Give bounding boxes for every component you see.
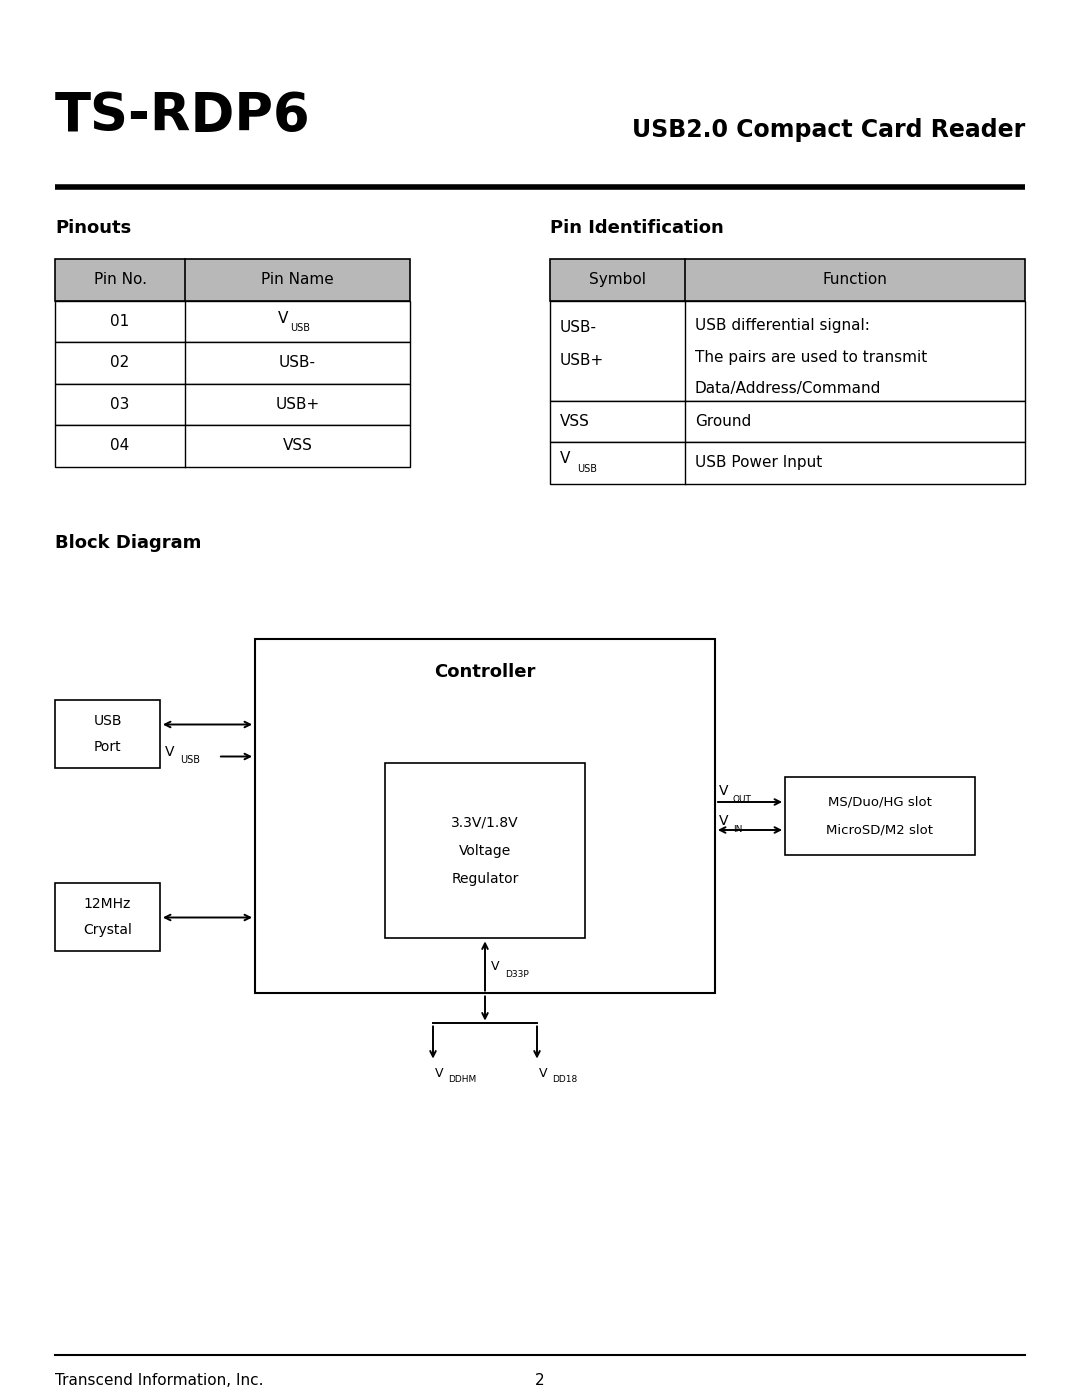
Text: 3.3V/1.8V: 3.3V/1.8V bbox=[451, 816, 518, 830]
Text: Function: Function bbox=[823, 272, 888, 288]
Text: Voltage: Voltage bbox=[459, 844, 511, 858]
Text: DDHM: DDHM bbox=[448, 1076, 476, 1084]
Bar bbox=[55, 384, 410, 425]
Bar bbox=[550, 401, 1025, 441]
Text: Crystal: Crystal bbox=[83, 923, 132, 937]
Text: USB2.0 Compact Card Reader: USB2.0 Compact Card Reader bbox=[632, 117, 1025, 142]
Text: USB+: USB+ bbox=[275, 397, 320, 412]
Text: USB-: USB- bbox=[279, 355, 316, 370]
Text: USB differential signal:: USB differential signal: bbox=[696, 317, 869, 332]
Text: DD18: DD18 bbox=[552, 1076, 577, 1084]
Text: USB: USB bbox=[180, 756, 200, 766]
Text: USB: USB bbox=[291, 323, 311, 334]
Text: 03: 03 bbox=[110, 397, 130, 412]
Text: 12MHz: 12MHz bbox=[84, 897, 131, 911]
Text: The pairs are used to transmit: The pairs are used to transmit bbox=[696, 349, 928, 365]
Text: 04: 04 bbox=[110, 439, 130, 453]
Text: D33P: D33P bbox=[505, 971, 529, 979]
Text: V: V bbox=[719, 784, 729, 798]
Text: V: V bbox=[561, 451, 570, 467]
Text: 02: 02 bbox=[110, 355, 130, 370]
Text: USB+: USB+ bbox=[561, 352, 604, 367]
Bar bbox=[550, 300, 1025, 401]
Text: USB Power Input: USB Power Input bbox=[696, 455, 822, 471]
Text: VSS: VSS bbox=[283, 439, 312, 453]
Text: Pin Identification: Pin Identification bbox=[550, 219, 724, 237]
Text: 2: 2 bbox=[536, 1373, 544, 1389]
Text: USB: USB bbox=[93, 714, 122, 728]
Bar bbox=[785, 777, 975, 855]
Bar bbox=[55, 258, 410, 300]
Text: Port: Port bbox=[94, 740, 121, 754]
Bar bbox=[55, 883, 160, 951]
Text: TS-RDP6: TS-RDP6 bbox=[55, 89, 311, 142]
Bar bbox=[550, 258, 1025, 300]
Bar bbox=[55, 425, 410, 467]
Text: Block Diagram: Block Diagram bbox=[55, 534, 201, 552]
Text: Transcend Information, Inc.: Transcend Information, Inc. bbox=[55, 1373, 264, 1389]
Bar bbox=[550, 441, 1025, 483]
Text: MicroSD/M2 slot: MicroSD/M2 slot bbox=[826, 823, 933, 837]
Text: V: V bbox=[279, 310, 288, 326]
Text: USB: USB bbox=[577, 464, 597, 474]
Text: V: V bbox=[491, 961, 499, 974]
Text: VSS: VSS bbox=[561, 414, 590, 429]
Bar bbox=[55, 700, 160, 768]
Text: Controller: Controller bbox=[434, 664, 536, 682]
Text: IN: IN bbox=[733, 826, 742, 834]
Bar bbox=[384, 764, 585, 939]
Text: USB-: USB- bbox=[561, 320, 597, 335]
Text: MS/Duo/HG slot: MS/Duo/HG slot bbox=[828, 795, 932, 809]
Text: Ground: Ground bbox=[696, 414, 752, 429]
Text: Regulator: Regulator bbox=[451, 872, 518, 886]
Text: Symbol: Symbol bbox=[589, 272, 646, 288]
Text: Pin No.: Pin No. bbox=[94, 272, 147, 288]
Text: Pin Name: Pin Name bbox=[261, 272, 334, 288]
Text: V: V bbox=[719, 814, 729, 828]
Text: Data/Address/Command: Data/Address/Command bbox=[696, 380, 881, 395]
Bar bbox=[255, 638, 715, 993]
Bar bbox=[55, 342, 410, 384]
Text: V: V bbox=[435, 1067, 444, 1080]
Text: V: V bbox=[165, 746, 175, 760]
Bar bbox=[55, 300, 410, 342]
Text: OUT: OUT bbox=[733, 795, 752, 805]
Text: V: V bbox=[539, 1067, 548, 1080]
Text: 01: 01 bbox=[110, 314, 130, 328]
Text: Pinouts: Pinouts bbox=[55, 219, 132, 237]
